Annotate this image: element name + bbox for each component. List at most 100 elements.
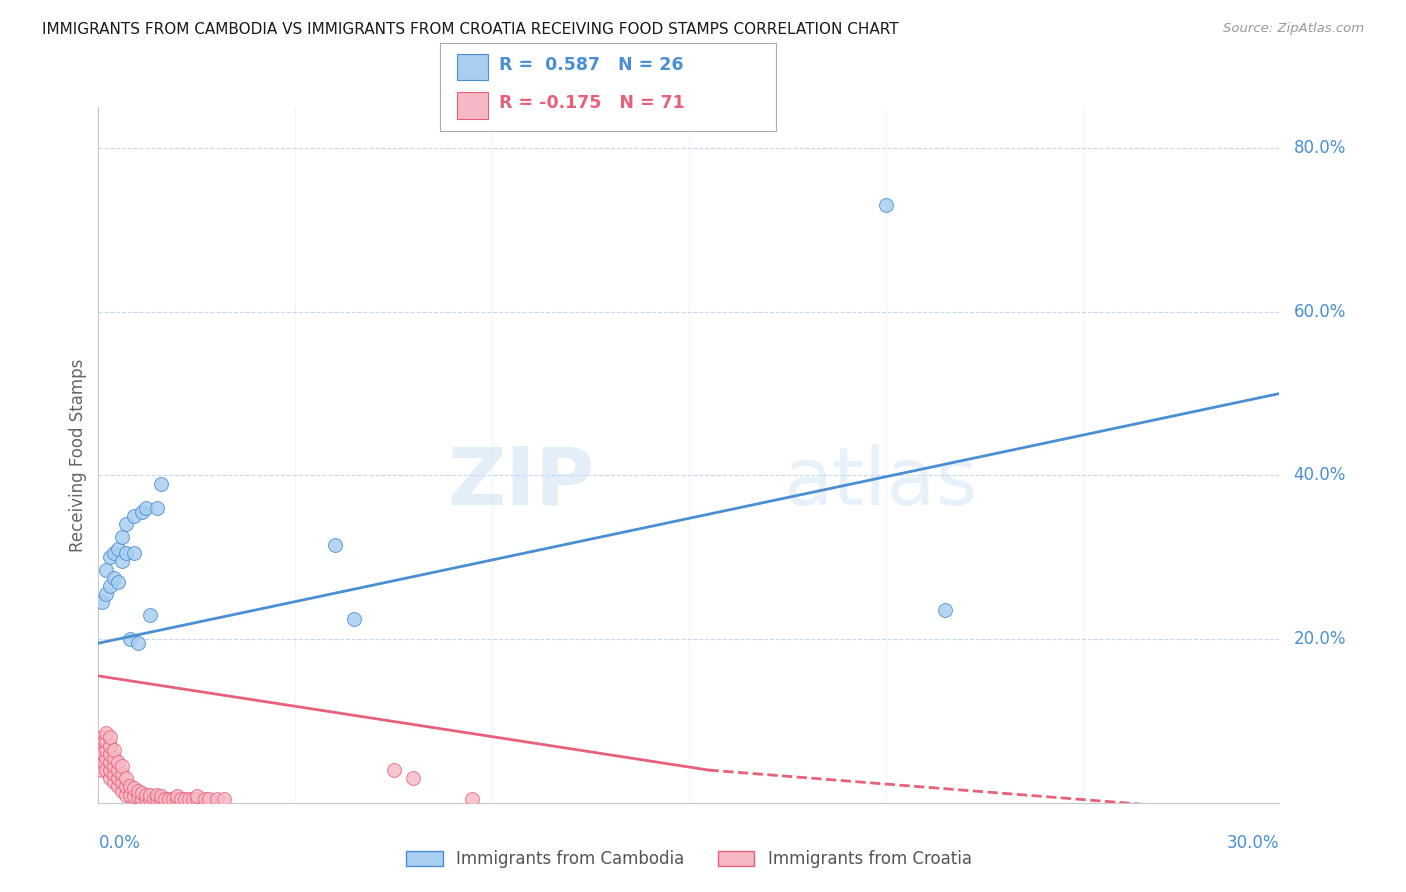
Y-axis label: Receiving Food Stamps: Receiving Food Stamps (69, 359, 87, 551)
Point (146, 788, 169, 802)
Point (98, 739, 121, 753)
Point (118, 632, 141, 646)
Point (91, 747, 114, 761)
Point (135, 788, 157, 802)
Point (93, 734, 115, 748)
Point (98, 579, 121, 593)
Point (146, 791, 169, 805)
Point (103, 742, 125, 756)
Point (115, 780, 138, 794)
Point (107, 780, 129, 794)
Text: R = -0.175   N = 71: R = -0.175 N = 71 (499, 94, 685, 112)
Point (98, 731, 121, 745)
Point (98, 771, 121, 785)
Point (186, 789, 208, 804)
Point (157, 791, 180, 805)
Point (166, 791, 188, 805)
Point (181, 791, 204, 805)
Point (122, 509, 145, 524)
Point (127, 789, 149, 804)
Point (91, 731, 114, 745)
Point (934, 603, 956, 617)
Point (89, 755, 111, 769)
Point (111, 783, 134, 797)
Point (111, 767, 134, 781)
Point (214, 791, 236, 805)
Point (131, 791, 153, 805)
Point (461, 791, 484, 805)
Point (194, 791, 217, 805)
Point (166, 789, 188, 804)
Point (323, 538, 346, 552)
Point (89, 747, 111, 761)
Point (96, 763, 118, 777)
Point (98, 755, 121, 769)
Point (115, 546, 138, 560)
Text: 60.0%: 60.0% (1294, 302, 1346, 321)
Point (96, 726, 118, 740)
Point (103, 767, 125, 781)
Point (177, 791, 200, 805)
Point (103, 751, 125, 765)
Point (875, 198, 897, 212)
Point (103, 759, 125, 773)
Point (93, 755, 115, 769)
Point (197, 791, 219, 805)
Point (131, 505, 153, 519)
Point (107, 755, 129, 769)
Point (155, 791, 177, 805)
Text: 80.0%: 80.0% (1294, 139, 1346, 157)
Point (96, 742, 118, 756)
Point (107, 542, 129, 557)
Point (91, 595, 114, 609)
Point (135, 791, 157, 805)
Point (96, 751, 118, 765)
Point (131, 786, 153, 800)
Point (162, 791, 184, 805)
Point (115, 517, 138, 532)
Point (90, 747, 112, 761)
Point (174, 791, 197, 805)
Text: R =  0.587   N = 26: R = 0.587 N = 26 (499, 56, 683, 74)
Point (150, 791, 173, 805)
Point (107, 574, 129, 589)
Point (103, 546, 125, 560)
Point (111, 775, 134, 789)
Point (90, 739, 112, 753)
Point (103, 571, 125, 585)
Point (98, 763, 121, 777)
Point (150, 476, 173, 491)
Point (382, 763, 405, 777)
Point (115, 771, 138, 785)
Point (170, 791, 193, 805)
Point (138, 607, 160, 622)
Point (111, 530, 134, 544)
Point (138, 788, 160, 802)
Point (103, 775, 125, 789)
Point (96, 587, 118, 601)
Point (135, 501, 157, 516)
Text: 20.0%: 20.0% (1294, 630, 1346, 648)
Point (205, 791, 228, 805)
Point (127, 783, 149, 797)
Point (107, 763, 129, 777)
Point (96, 734, 118, 748)
Text: 30.0%: 30.0% (1227, 834, 1279, 852)
Point (138, 791, 160, 805)
Point (402, 771, 425, 785)
Text: 40.0%: 40.0% (1294, 467, 1346, 484)
Point (343, 612, 366, 626)
Point (98, 747, 121, 761)
Point (118, 788, 141, 802)
Point (111, 554, 134, 568)
Point (107, 771, 129, 785)
Point (122, 546, 145, 560)
Text: atlas: atlas (783, 443, 977, 522)
Point (118, 780, 141, 794)
Point (186, 791, 208, 805)
Legend: Immigrants from Cambodia, Immigrants from Croatia: Immigrants from Cambodia, Immigrants fro… (399, 843, 979, 874)
Point (98, 550, 121, 565)
Text: 0.0%: 0.0% (98, 834, 141, 852)
Text: ZIP: ZIP (447, 443, 595, 522)
Point (142, 791, 165, 805)
